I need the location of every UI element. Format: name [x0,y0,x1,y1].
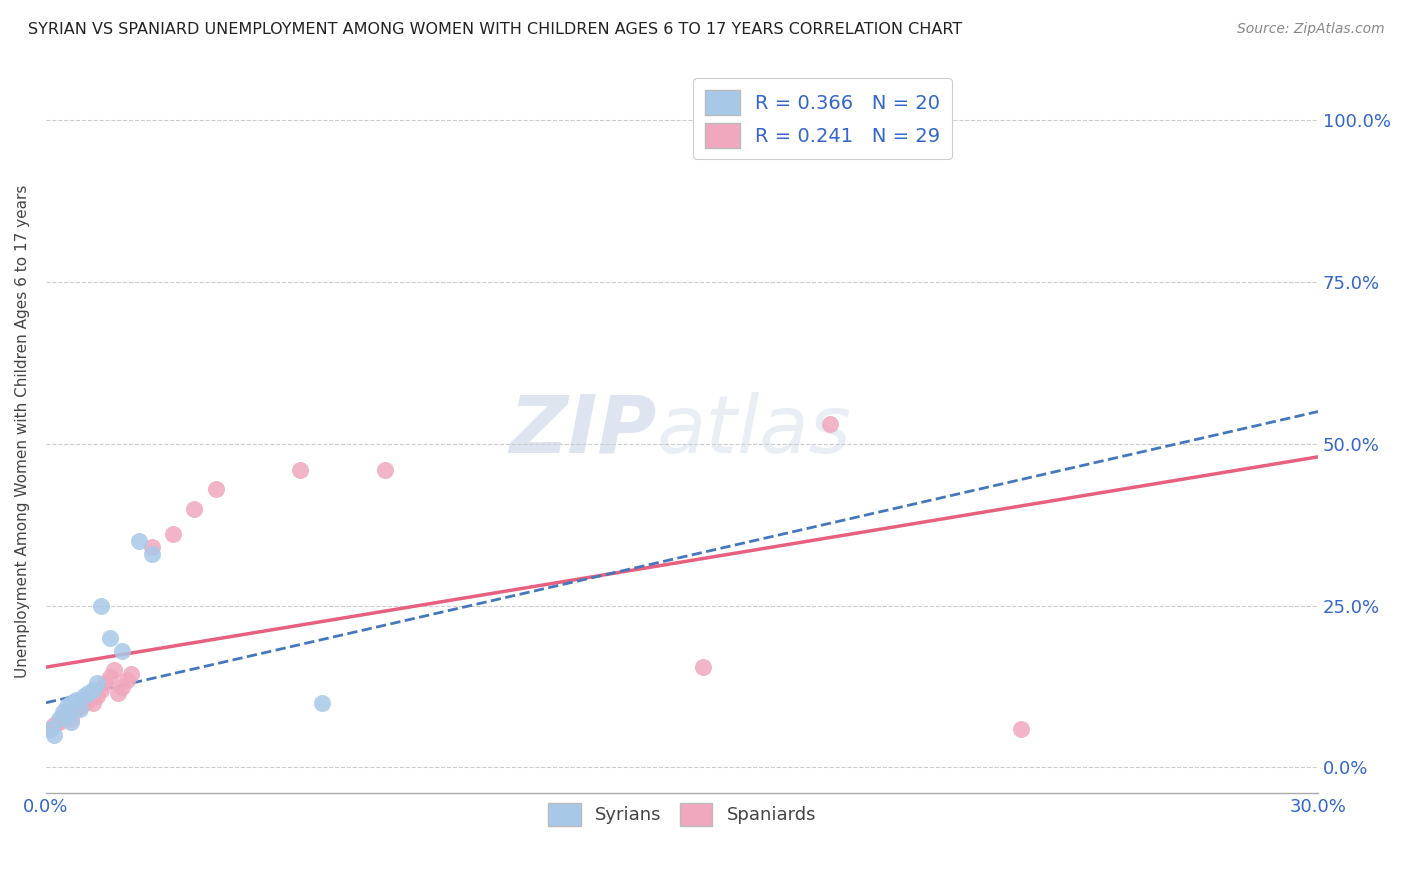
Point [290,463,312,477]
Point [60,715,83,730]
Text: atlas: atlas [657,392,852,470]
Point [141,547,163,561]
Text: ZIP: ZIP [509,392,657,470]
Point [374,463,396,477]
Point [60,712,83,726]
Point [44,728,66,742]
Point [73,690,96,704]
Point [692,660,714,674]
Point [65,692,87,706]
Point [48,715,70,730]
Point [103,664,125,678]
Point [48,712,70,726]
Point [86,676,108,690]
Point [39,722,62,736]
Y-axis label: Unemployment Among Women with Children Ages 6 to 17 years: Unemployment Among Women with Children A… [15,185,30,678]
Point [60,696,83,710]
Point [69,698,91,713]
Point [52,706,75,720]
Text: Source: ZipAtlas.com: Source: ZipAtlas.com [1237,22,1385,37]
Point [56,698,79,713]
Point [111,680,134,694]
Point [204,482,226,496]
Point [82,696,104,710]
Point [82,682,104,697]
Point [94,676,117,690]
Point [69,702,91,716]
Point [1010,722,1032,736]
Point [120,666,142,681]
Point [56,708,79,723]
Point [98,670,121,684]
Text: SYRIAN VS SPANIARD UNEMPLOYMENT AMONG WOMEN WITH CHILDREN AGES 6 TO 17 YEARS COR: SYRIAN VS SPANIARD UNEMPLOYMENT AMONG WO… [28,22,962,37]
Point [90,599,112,613]
Point [90,682,112,697]
Point [183,501,205,516]
Point [162,527,184,541]
Point [98,631,121,645]
Point [56,706,79,720]
Point [73,696,96,710]
Point [77,692,100,706]
Legend: Syrians, Spaniards: Syrians, Spaniards [538,794,825,835]
Point [86,690,108,704]
Point [44,718,66,732]
Point [115,673,138,687]
Point [65,702,87,716]
Point [311,696,333,710]
Point [820,417,842,432]
Point [128,533,150,548]
Point [111,644,134,658]
Point [39,722,62,736]
Point [107,686,129,700]
Point [141,541,163,555]
Point [77,686,100,700]
Point [52,708,75,723]
